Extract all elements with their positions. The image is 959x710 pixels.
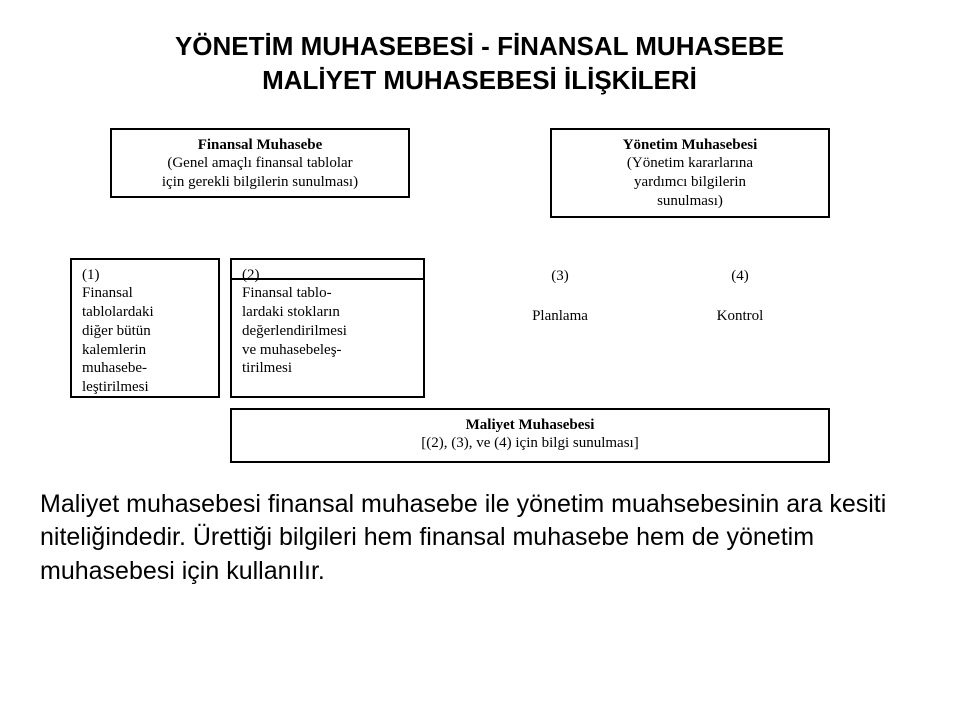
b2-l6: tirilmesi [242,359,415,378]
b1-l1: (1) [82,266,210,285]
mm-l1: Maliyet Muhasebesi [240,416,820,435]
maliyet-muhasebesi-box: Maliyet Muhasebesi [(2), (3), ve (4) içi… [230,408,830,463]
box-1: (1) Finansal tablolardaki diğer bütün ka… [70,258,220,398]
col-3-label: Planlama [500,308,620,325]
fm-line1: Finansal Muhasebe [120,136,400,155]
fm-line2: (Genel amaçlı finansal tablolar [120,154,400,173]
b1-l3: tablolardaki [82,303,210,322]
fm-line3: için gerekli bilgilerin sunulması) [120,173,400,192]
ym-line1: Yönetim Muhasebesi [560,136,820,155]
b2-l5: ve muhasebeleş- [242,341,415,360]
b2-l4: değerlendirilmesi [242,322,415,341]
title-line1: YÖNETİM MUHASEBESİ - FİNANSAL MUHASEBE [40,30,919,64]
ym-line4: sunulması) [560,192,820,211]
b2-l1: (2) [242,266,415,285]
ym-line3: yardımcı bilgilerin [560,173,820,192]
b1-l4: diğer bütün [82,322,210,341]
col-4-label: Kontrol [680,308,800,325]
mm-l2: [(2), (3), ve (4) için bilgi sunulması] [240,434,820,453]
relationship-diagram: Finansal Muhasebe (Genel amaçlı finansal… [40,128,919,458]
b1-l5: kalemlerin [82,341,210,360]
b1-l2: Finansal [82,284,210,303]
title-line2: MALİYET MUHASEBESİ İLİŞKİLERİ [40,64,919,98]
ym-line2: (Yönetim kararlarına [560,154,820,173]
page-title: YÖNETİM MUHASEBESİ - FİNANSAL MUHASEBE M… [40,30,919,98]
box-2-divider [230,278,425,280]
explanation-text: Maliyet muhasebesi finansal muhasebe ile… [40,488,919,589]
yonetim-muhasebesi-box: Yönetim Muhasebesi (Yönetim kararlarına … [550,128,830,218]
b2-l3: lardaki stokların [242,303,415,322]
b1-l6: muhasebe- [82,359,210,378]
col-4-num: (4) [680,268,800,285]
b2-l2: Finansal tablo- [242,284,415,303]
finansal-muhasebe-box: Finansal Muhasebe (Genel amaçlı finansal… [110,128,410,198]
b1-l7: leştirilmesi [82,378,210,397]
col-3-num: (3) [500,268,620,285]
